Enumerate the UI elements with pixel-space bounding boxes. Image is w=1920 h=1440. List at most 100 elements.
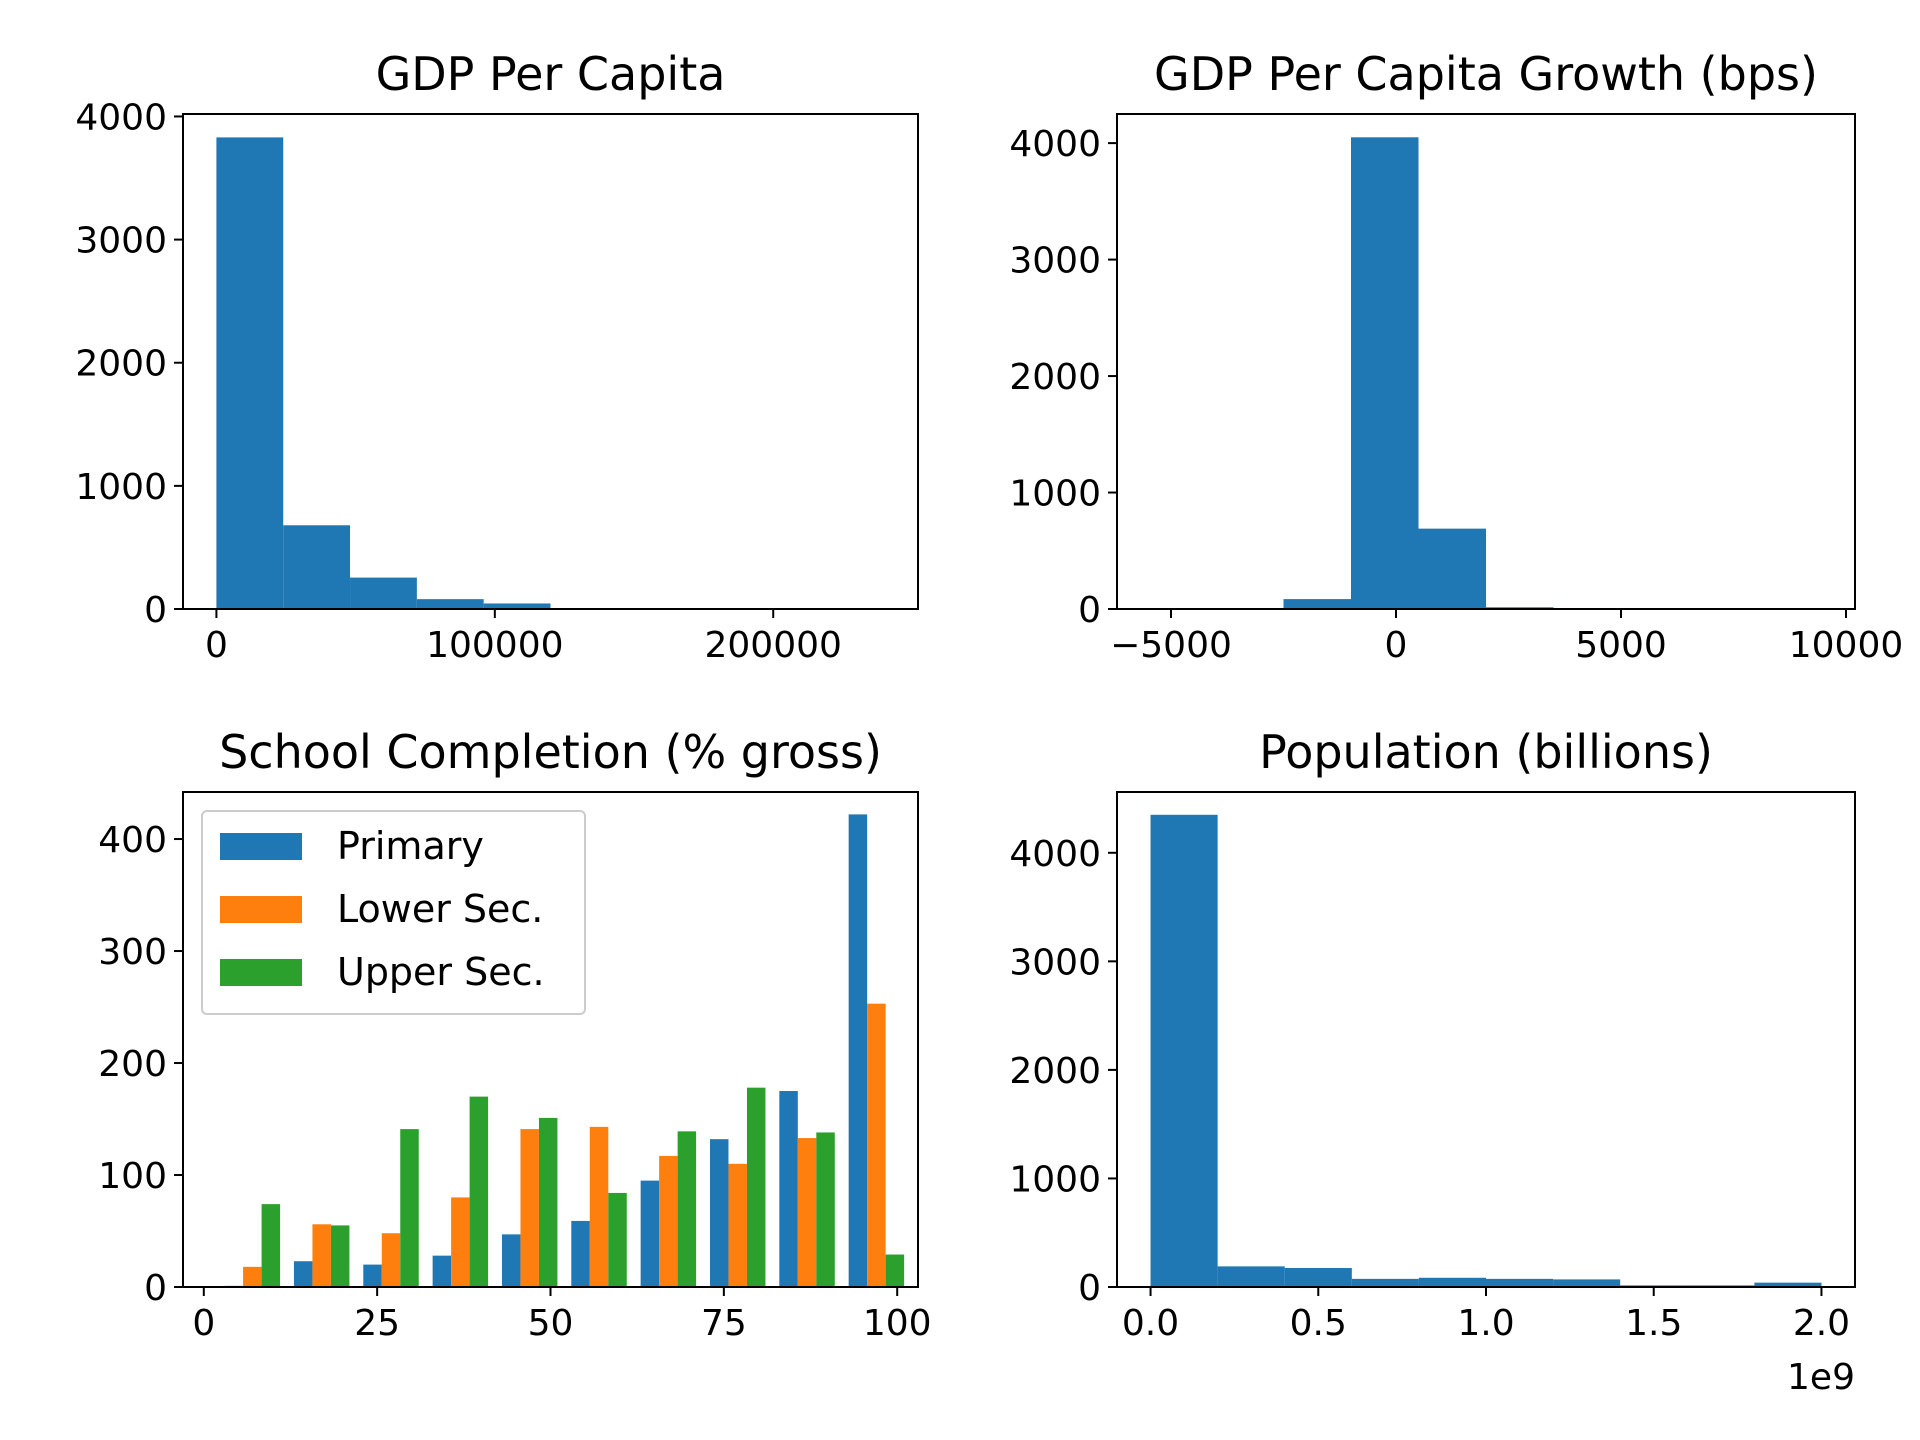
x-tick-label: 200000 — [705, 625, 842, 666]
population-panel: 0 1000 2000 3000 4000 0.0 0.5 1.0 1.5 2.0 Populati… — [1009, 725, 1856, 1398]
y-tick-label: 0 — [1078, 590, 1101, 631]
bar-upper-sec — [816, 1132, 835, 1287]
y-tick-label: 4000 — [1009, 834, 1101, 875]
y-tick-label: 4000 — [1009, 124, 1101, 165]
bar-primary — [640, 1180, 660, 1287]
bar-primary — [501, 1234, 521, 1287]
bar-lower-sec — [243, 1266, 262, 1287]
histogram-bar — [416, 599, 484, 609]
bar-primary — [363, 1264, 382, 1287]
x-tick-label: 50 — [528, 1303, 574, 1344]
y-tick-label: 3000 — [1009, 241, 1101, 282]
bar-primary — [293, 1261, 313, 1287]
x-tick-label: 1.0 — [1457, 1303, 1514, 1344]
histogram-bar — [1351, 137, 1419, 609]
legend-swatch — [220, 896, 302, 923]
y-tick-label: 3000 — [1009, 942, 1101, 983]
chart-title: GDP Per Capita — [376, 47, 726, 101]
bar-lower-sec — [520, 1129, 539, 1287]
axis-offset-text: 1e9 — [1787, 1357, 1855, 1398]
bar-lower-sec — [589, 1126, 609, 1287]
bar-primary — [848, 814, 868, 1287]
x-tick-label: 10000 — [1789, 625, 1904, 666]
x-tick-label: 0 — [192, 1303, 215, 1344]
bar-lower-sec — [728, 1163, 747, 1287]
x-tick-label: 1.5 — [1625, 1303, 1682, 1344]
axes-frame — [182, 113, 919, 610]
histogram-bar — [1150, 814, 1218, 1287]
bar-primary — [432, 1255, 452, 1287]
histogram-bar — [1217, 1266, 1285, 1287]
y-tick-label: 2000 — [1009, 1051, 1101, 1092]
bar-primary — [709, 1139, 729, 1287]
histogram-bar — [1418, 1277, 1486, 1287]
y-tick-label: 2000 — [75, 344, 167, 385]
legend-swatch — [220, 833, 302, 860]
bar-lower-sec — [381, 1233, 401, 1287]
x-tick-label: 0 — [205, 625, 228, 666]
x-tick-label: 0 — [1385, 625, 1408, 666]
x-tick-label: 5000 — [1575, 625, 1667, 666]
y-tick-label: 0 — [144, 1268, 167, 1309]
axes-frame — [1116, 113, 1856, 610]
legend-label: Upper Sec. — [337, 950, 545, 994]
histogram-bar — [1418, 528, 1486, 609]
histogram-bar — [350, 577, 417, 609]
histogram-bar — [1553, 1279, 1621, 1287]
y-tick-label: 200 — [98, 1044, 167, 1085]
histogram-bar — [1754, 1282, 1822, 1287]
histogram-bar — [1283, 599, 1351, 609]
y-tick-label: 4000 — [75, 97, 167, 138]
y-tick-label: 1000 — [1009, 474, 1101, 515]
x-tick-label: 0.0 — [1122, 1303, 1179, 1344]
bar-upper-sec — [469, 1096, 489, 1287]
x-tick-label: 75 — [701, 1303, 747, 1344]
bar-upper-sec — [400, 1129, 419, 1287]
bar-upper-sec — [746, 1087, 766, 1287]
y-tick-label: 3000 — [75, 221, 167, 262]
y-tick-label: 100 — [98, 1156, 167, 1197]
bar-upper-sec — [885, 1254, 905, 1287]
y-tick-label: 0 — [144, 590, 167, 631]
histogram-bar — [1284, 1268, 1352, 1287]
legend-swatch — [220, 959, 302, 986]
histogram-bar — [216, 137, 284, 610]
bar-lower-sec — [867, 1003, 886, 1287]
chart-title: School Completion (% gross) — [219, 725, 882, 779]
bar-upper-sec — [261, 1204, 281, 1287]
gdp-per-capita-panel: 0 1000 2000 3000 4000 0 100000 200000 GDP Per Ca… — [75, 47, 919, 666]
histogram-bar — [283, 525, 351, 609]
legend-label: Primary — [337, 824, 484, 868]
x-tick-label: 100 — [863, 1303, 932, 1344]
y-tick-label: 1000 — [75, 467, 167, 508]
legend-label: Lower Sec. — [337, 887, 543, 931]
bar-lower-sec — [797, 1138, 817, 1287]
y-tick-label: 300 — [98, 932, 167, 973]
bar-upper-sec — [677, 1131, 697, 1287]
bar-upper-sec — [330, 1225, 350, 1287]
chart-title: Population (billions) — [1259, 725, 1713, 779]
bar-primary — [779, 1091, 798, 1287]
bar-upper-sec — [538, 1117, 558, 1287]
bar-primary — [571, 1220, 590, 1287]
x-tick-label: 25 — [354, 1303, 400, 1344]
x-tick-label: 0.5 — [1290, 1303, 1347, 1344]
histogram-bar — [1351, 1278, 1419, 1287]
histogram-bar — [483, 603, 551, 609]
bar-lower-sec — [451, 1197, 470, 1287]
histogram-bar — [1486, 1278, 1554, 1287]
bar-lower-sec — [659, 1155, 678, 1287]
y-tick-label: 1000 — [1009, 1159, 1101, 1200]
y-tick-label: 0 — [1078, 1268, 1101, 1309]
x-tick-label: −5000 — [1110, 625, 1232, 666]
x-tick-label: 2.0 — [1793, 1303, 1850, 1344]
school-completion-panel: 0 100 200 300 400 0 25 50 75 100 School Completion… — [98, 725, 931, 1344]
y-tick-label: 2000 — [1009, 357, 1101, 398]
bar-lower-sec — [312, 1224, 331, 1287]
bar-upper-sec — [608, 1192, 627, 1287]
y-tick-label: 400 — [98, 820, 167, 861]
chart-title: GDP Per Capita Growth (bps) — [1154, 47, 1818, 101]
